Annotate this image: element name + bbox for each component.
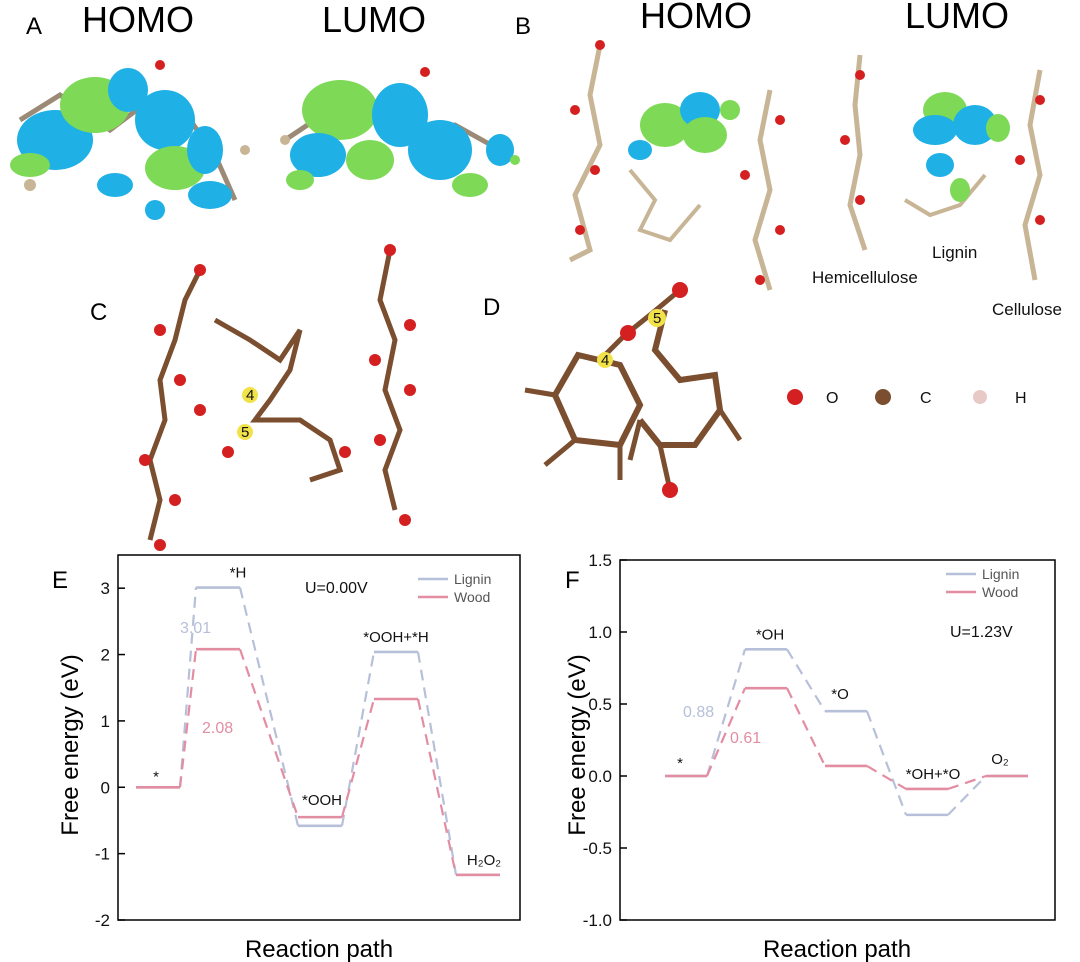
panel-a-lumo-title: LUMO bbox=[322, 0, 426, 40]
chart-f-value-label-lignin: 0.88 bbox=[683, 704, 714, 721]
chart-f-lignin-connector bbox=[705, 648, 747, 777]
panel-label-f: F bbox=[565, 567, 580, 594]
panel-label-a: A bbox=[26, 13, 42, 40]
panel-c-molecule-image bbox=[139, 244, 416, 551]
chart-e-legend-label-wood: Wood bbox=[454, 589, 490, 605]
chart-f: -1.0 -0.5 0.0 0.5 1.0 1.5 Free energy (eV) Reac… bbox=[564, 551, 1056, 962]
chart-e-value-label-lignin: 3.01 bbox=[180, 620, 211, 637]
chart-e-ylabel: Free energy (eV) bbox=[57, 654, 84, 835]
panel-label-c: C bbox=[90, 299, 107, 326]
chart-e-state-label-0: * bbox=[153, 768, 159, 785]
chart-f-frame bbox=[619, 559, 1056, 921]
chart-f-lignin-connector bbox=[865, 710, 908, 816]
chart-f-wood-connector bbox=[866, 764, 907, 790]
chart-e-wood-connector bbox=[416, 698, 458, 876]
panel-a-homo-title: HOMO bbox=[82, 0, 194, 40]
chart-f-xlabel: Reaction path bbox=[763, 936, 911, 962]
chart-e-ytick-label: 0 bbox=[101, 778, 110, 797]
panel-label-b: B bbox=[515, 13, 531, 40]
chart-e-ytick-label: 3 bbox=[101, 579, 110, 598]
atom-legend-swatch-o bbox=[787, 389, 803, 405]
atom-legend-swatch-c bbox=[875, 389, 891, 405]
chart-e-xlabel: Reaction path bbox=[245, 936, 393, 962]
chart-e-value-label-wood: 2.08 bbox=[202, 720, 233, 737]
panel-a-lumo-orbital-image bbox=[280, 67, 520, 197]
atom-legend: O C H bbox=[787, 389, 1027, 407]
panel-b-lumo-orbital-image bbox=[840, 54, 1045, 281]
chart-f-potential-annotation: U=1.23V bbox=[950, 624, 1013, 641]
chart-f-state-label-0: * bbox=[677, 755, 683, 772]
panel-c-atom-label-4: 4 bbox=[246, 387, 254, 404]
chart-e-state-label-2: *OOH bbox=[302, 792, 342, 809]
chart-e-ytick-label: -1 bbox=[95, 845, 110, 864]
chart-f-ylabel: Free energy (eV) bbox=[564, 654, 591, 835]
chart-f-legend-label-wood: Wood bbox=[982, 584, 1018, 600]
chart-f-lignin-connector bbox=[947, 775, 987, 816]
chart-e-lignin-connector bbox=[178, 587, 198, 788]
chart-e-wood-connector bbox=[238, 648, 300, 818]
panel-b-lumo-title: LUMO bbox=[905, 0, 1009, 36]
chart-f-state-label-4: O₂ bbox=[991, 751, 1009, 768]
chart-f-ytick-label: 0.5 bbox=[588, 695, 612, 714]
chart-f-ytick-label: -1.0 bbox=[583, 911, 612, 930]
chart-e-lignin-connector bbox=[416, 651, 458, 876]
panel-d-atom-label-5: 5 bbox=[653, 310, 661, 327]
chart-f-legend-label-lignin: Lignin bbox=[982, 566, 1019, 582]
chart-f-ytick-label: -0.5 bbox=[583, 839, 612, 858]
panel-c-atom-label-5: 5 bbox=[241, 424, 249, 441]
chart-e-state-label-3: *OOH+*H bbox=[363, 629, 428, 646]
panel-d-atom-label-4: 4 bbox=[601, 352, 609, 369]
chart-e-potential-annotation: U=0.00V bbox=[305, 580, 368, 597]
chart-e-lignin-connector bbox=[340, 651, 376, 826]
chart-e-ytick-label: -2 bbox=[95, 911, 110, 930]
chart-f-ytick-label: 1.5 bbox=[588, 551, 612, 570]
atom-legend-label-o: O bbox=[826, 390, 838, 407]
chart-e-frame bbox=[117, 554, 521, 921]
chart-f-ytick-label: 1.0 bbox=[588, 623, 612, 642]
chart-e-legend-label-lignin: Lignin bbox=[454, 571, 491, 587]
panel-label-e: E bbox=[52, 567, 68, 594]
cellulose-label: Cellulose bbox=[992, 300, 1062, 319]
chart-e: -2 -1 0 1 2 3 Free energy (eV) Reaction path U=0… bbox=[57, 554, 521, 962]
chart-e-state-label-4: H₂O₂ bbox=[467, 852, 501, 869]
chart-e-ytick-label: 1 bbox=[101, 712, 110, 731]
chart-e-ytick-label: 2 bbox=[101, 646, 110, 665]
atom-legend-swatch-h bbox=[973, 390, 987, 404]
atom-legend-label-h: H bbox=[1015, 390, 1027, 407]
chart-f-lignin-connector bbox=[786, 648, 826, 712]
chart-f-wood-connector bbox=[786, 687, 826, 767]
chart-e-state-label-1: *H bbox=[230, 565, 247, 582]
panel-d-molecule-image bbox=[524, 282, 743, 498]
chart-f-value-label-wood: 0.61 bbox=[730, 730, 761, 747]
panel-b-homo-title: HOMO bbox=[640, 0, 752, 36]
chart-f-ytick-label: 0.0 bbox=[588, 767, 612, 786]
lignin-label: Lignin bbox=[932, 243, 977, 262]
chart-e-wood-connector bbox=[178, 649, 198, 788]
chart-e-wood-connector bbox=[340, 698, 376, 818]
panel-b-homo-orbital-image bbox=[568, 40, 785, 291]
hemicellulose-label: Hemicellulose bbox=[812, 268, 918, 287]
chart-f-state-label-2: *O bbox=[831, 686, 849, 703]
chart-f-state-label-1: *OH bbox=[756, 626, 784, 643]
panel-a-homo-orbital-image bbox=[10, 60, 250, 220]
chart-f-wood-connector bbox=[947, 774, 987, 791]
panel-label-d: D bbox=[483, 294, 500, 321]
chart-f-wood-connector bbox=[705, 687, 747, 777]
chart-f-state-label-3: *OH+*O bbox=[906, 766, 961, 783]
atom-legend-label-c: C bbox=[920, 390, 932, 407]
